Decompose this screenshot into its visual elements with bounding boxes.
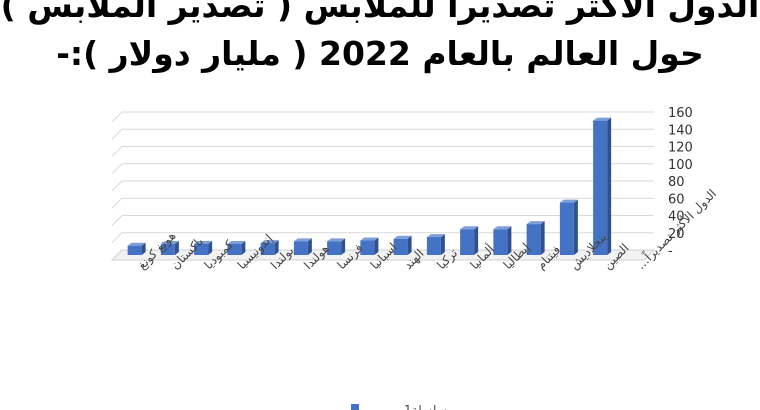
gridline [111,197,654,209]
bar [327,238,346,255]
bar [260,240,279,255]
legend-swatch [351,404,359,410]
chart-title-line-1: الدول الأكثر تصديراً للملابس ( تصدير الم… [0,0,760,25]
y-tick-label: 120 [668,141,693,156]
y-tick-label: 60 [668,192,685,207]
bar [293,238,312,255]
bar [194,240,213,255]
bar [559,199,578,255]
bar [393,235,412,255]
bar [493,226,512,255]
y-tick-label: 20 [668,227,685,242]
gridline [111,163,654,175]
y-tick-label: 160 [668,106,693,121]
bar [460,226,479,255]
gridline [111,111,654,123]
y-tick-label: - [668,244,673,259]
bar [426,234,445,255]
bar [526,221,545,255]
y-tick-labels: - 20 40 60 80 100 120 140 160 [668,106,693,259]
bar [593,117,612,255]
bar [360,237,379,255]
bar [160,240,179,255]
bar [227,240,246,255]
gridline [111,146,654,157]
y-tick-label: 40 [668,210,685,225]
legend-label: سلسلة1 [404,403,447,410]
y-tick-label: 80 [668,175,685,190]
chart-title: الدول الأكثر تصديراً للملابس ( تصدير الم… [0,0,760,78]
gridline [111,180,654,192]
bars [127,117,612,255]
bar [127,242,146,255]
chart-title-line-2: حول العالم بالعام 2022 ( مليار دولار ):- [56,34,704,73]
y-tick-label: 100 [668,158,693,173]
gridline [111,128,654,140]
y-tick-label: 140 [668,123,693,138]
gridline [111,215,654,226]
legend: سلسلة1 [351,403,447,410]
